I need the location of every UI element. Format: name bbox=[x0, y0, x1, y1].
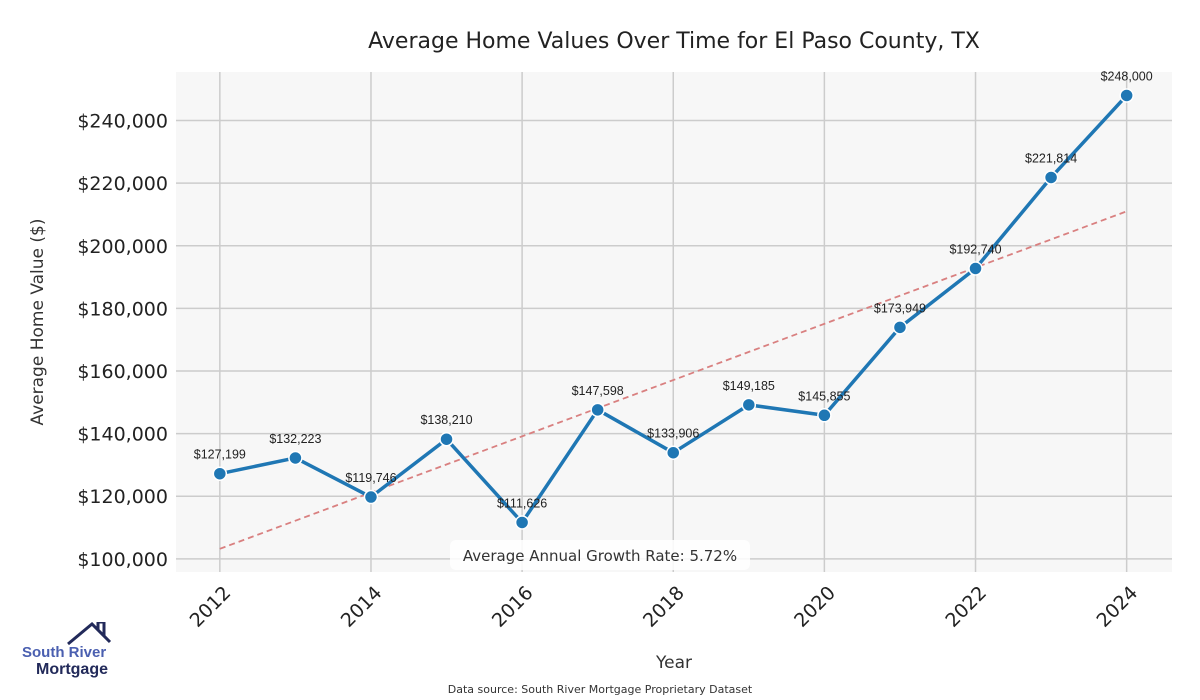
x-tick-label: 2020 bbox=[790, 582, 840, 632]
data-label: $132,223 bbox=[269, 432, 321, 446]
data-label: $119,746 bbox=[345, 471, 396, 485]
data-point bbox=[363, 489, 379, 505]
x-tick-label: 2012 bbox=[186, 582, 236, 632]
y-tick-label: $200,000 bbox=[77, 236, 168, 258]
x-tick-label: 2024 bbox=[1092, 582, 1142, 632]
logo-line2: Mortgage bbox=[36, 661, 108, 678]
growth-rate-annotation: Average Annual Growth Rate: 5.72% bbox=[450, 540, 750, 570]
y-tick-label: $100,000 bbox=[77, 549, 168, 571]
data-label: $133,906 bbox=[647, 427, 699, 441]
chart-title: Average Home Values Over Time for El Pas… bbox=[368, 29, 980, 54]
x-axis-label: Year bbox=[655, 653, 692, 673]
data-source: Data source: South River Mortgage Propri… bbox=[448, 683, 753, 696]
y-tick-label: $220,000 bbox=[77, 173, 168, 195]
y-tick-label: $140,000 bbox=[77, 424, 168, 446]
data-label: $173,949 bbox=[874, 301, 926, 315]
x-tick-label: 2018 bbox=[639, 582, 689, 632]
data-label: $221,814 bbox=[1025, 151, 1077, 165]
y-tick-label: $120,000 bbox=[77, 486, 168, 508]
house-icon bbox=[67, 622, 112, 646]
data-label: $145,855 bbox=[798, 389, 850, 403]
annotation-text: Average Annual Growth Rate: 5.72% bbox=[463, 547, 737, 565]
south-river-mortgage-logo: South River Mortgage bbox=[22, 622, 114, 682]
plot-area bbox=[176, 72, 1172, 572]
data-point bbox=[288, 450, 303, 466]
data-label: $147,598 bbox=[572, 384, 624, 398]
logo-line1: South River bbox=[22, 644, 107, 661]
data-point bbox=[212, 466, 228, 481]
data-point bbox=[1043, 170, 1059, 185]
data-point bbox=[892, 320, 908, 335]
data-point bbox=[514, 515, 530, 530]
y-tick-label: $240,000 bbox=[77, 111, 168, 133]
data-point bbox=[590, 402, 605, 418]
data-point bbox=[1119, 88, 1134, 103]
x-tick-label: 2014 bbox=[337, 582, 387, 632]
data-point bbox=[665, 445, 681, 460]
x-tick-label: 2022 bbox=[941, 582, 991, 632]
x-tick-label: 2016 bbox=[488, 582, 538, 632]
y-tick-label: $160,000 bbox=[77, 361, 168, 383]
y-axis-label: Average Home Value ($) bbox=[28, 219, 48, 426]
data-label: $149,185 bbox=[723, 379, 775, 393]
data-label: $138,210 bbox=[420, 413, 472, 427]
data-label: $248,000 bbox=[1101, 69, 1153, 83]
y-tick-label: $180,000 bbox=[77, 298, 168, 320]
data-label: $192,740 bbox=[949, 242, 1001, 256]
data-label: $111,626 bbox=[497, 496, 547, 510]
data-point bbox=[968, 261, 983, 276]
data-point bbox=[817, 408, 832, 423]
data-label: $127,199 bbox=[194, 448, 246, 462]
data-point bbox=[741, 397, 757, 413]
data-point bbox=[439, 431, 454, 447]
